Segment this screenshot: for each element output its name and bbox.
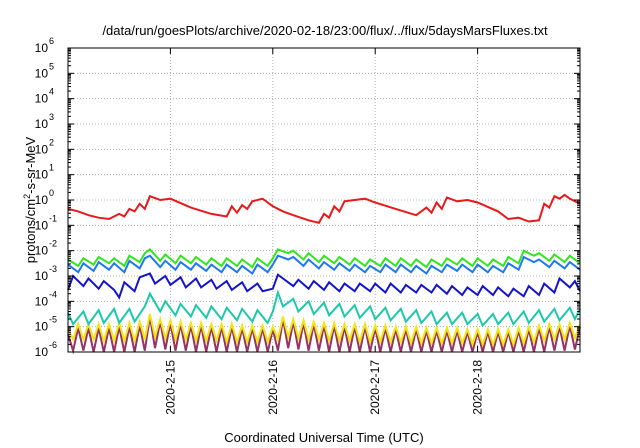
y-tick-exponent: 3 xyxy=(49,112,54,122)
y-tick-label: 10 xyxy=(35,142,49,156)
y-axis-label-sup: 2 xyxy=(22,194,32,199)
series-line-3 xyxy=(67,272,581,300)
x-tick-label: 2020-2-15 xyxy=(163,360,177,415)
x-tick-label: 2020-2-18 xyxy=(471,360,485,415)
y-tick-label: 10 xyxy=(35,345,49,359)
series-line-5 xyxy=(67,313,581,348)
x-tick-label: 2020-2-17 xyxy=(368,360,382,415)
y-tick-exponent: 6 xyxy=(49,36,54,46)
axis-ticks xyxy=(68,47,580,353)
y-tick-exponent: -1 xyxy=(49,213,57,223)
y-axis-label-rest: -s-sr-MeV xyxy=(23,136,38,193)
series-layer xyxy=(67,193,581,355)
x-axis-label: Coordinated Universal Time (UTC) xyxy=(224,430,423,445)
y-tick-exponent: -2 xyxy=(49,239,57,249)
y-axis-label-main: protons/cm xyxy=(23,199,38,263)
y-tick-label: 10 xyxy=(35,41,49,55)
y-tick-label: 10 xyxy=(35,193,49,207)
y-tick-exponent: 4 xyxy=(49,87,54,97)
x-tick-label: 2020-2-16 xyxy=(266,360,280,415)
chart-title: /data/run/goesPlots/archive/2020-02-18/2… xyxy=(102,23,548,38)
series-line-2 xyxy=(67,254,581,275)
y-tick-label: 10 xyxy=(35,168,49,182)
y-axis-label: protons/cm2-s-sr-MeV xyxy=(22,136,38,263)
y-tick-label: 10 xyxy=(35,92,49,106)
grid-lines xyxy=(68,48,580,352)
y-tick-label: 10 xyxy=(35,320,49,334)
y-tick-labels: 10 -610 -510 -410 -310 -210 -110 010 110 210 310 41… xyxy=(35,36,57,359)
y-tick-exponent: -6 xyxy=(49,340,57,350)
series-line-0 xyxy=(67,193,581,224)
y-tick-exponent: -4 xyxy=(49,289,57,299)
y-tick-label: 10 xyxy=(35,218,49,232)
y-tick-exponent: 0 xyxy=(49,188,54,198)
y-tick-label: 10 xyxy=(35,66,49,80)
y-tick-label: 10 xyxy=(35,117,49,131)
y-tick-exponent: 2 xyxy=(49,137,54,147)
series-line-1 xyxy=(67,248,581,269)
y-tick-exponent: 5 xyxy=(49,61,54,71)
y-tick-exponent: 1 xyxy=(49,163,54,173)
y-tick-exponent: -3 xyxy=(49,264,57,274)
y-tick-label: 10 xyxy=(35,269,49,283)
y-tick-label: 10 xyxy=(35,294,49,308)
y-tick-exponent: -5 xyxy=(49,315,57,325)
x-tick-labels: 2020-2-15 2020-2-16 2020-2-17 2020-2-18 xyxy=(163,360,484,415)
series-line-4 xyxy=(67,289,581,328)
y-tick-label: 10 xyxy=(35,244,49,258)
